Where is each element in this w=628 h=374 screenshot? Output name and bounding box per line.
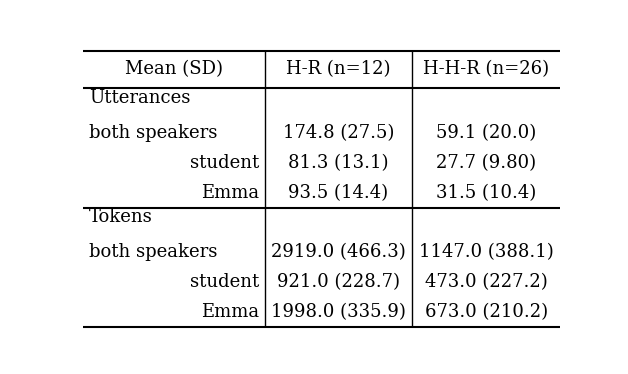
- Text: 1147.0 (388.1): 1147.0 (388.1): [419, 243, 554, 261]
- Text: 81.3 (13.1): 81.3 (13.1): [288, 154, 389, 172]
- Text: 31.5 (10.4): 31.5 (10.4): [436, 184, 536, 202]
- Text: student: student: [190, 154, 259, 172]
- Text: 473.0 (227.2): 473.0 (227.2): [425, 273, 548, 291]
- Text: Emma: Emma: [201, 303, 259, 321]
- Text: 2919.0 (466.3): 2919.0 (466.3): [271, 243, 406, 261]
- Text: H-R (n=12): H-R (n=12): [286, 60, 391, 78]
- Text: student: student: [190, 273, 259, 291]
- Text: Utterances: Utterances: [89, 89, 190, 107]
- Text: 93.5 (14.4): 93.5 (14.4): [288, 184, 389, 202]
- Text: Emma: Emma: [201, 184, 259, 202]
- Text: 673.0 (210.2): 673.0 (210.2): [425, 303, 548, 321]
- Text: 1998.0 (335.9): 1998.0 (335.9): [271, 303, 406, 321]
- Text: Mean (SD): Mean (SD): [125, 60, 223, 78]
- Text: Tokens: Tokens: [89, 208, 153, 226]
- Text: 174.8 (27.5): 174.8 (27.5): [283, 124, 394, 142]
- Text: 921.0 (228.7): 921.0 (228.7): [277, 273, 400, 291]
- Text: both speakers: both speakers: [89, 243, 217, 261]
- Text: H-H-R (n=26): H-H-R (n=26): [423, 60, 550, 78]
- Text: 59.1 (20.0): 59.1 (20.0): [436, 124, 536, 142]
- Text: both speakers: both speakers: [89, 124, 217, 142]
- Text: 27.7 (9.80): 27.7 (9.80): [436, 154, 536, 172]
